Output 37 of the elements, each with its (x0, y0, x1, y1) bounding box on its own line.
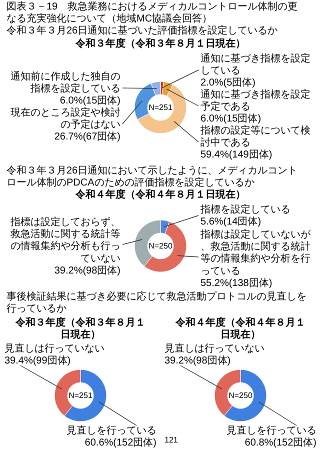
data-label: 5.6%(14団体) (200, 216, 262, 228)
text: N=250 (148, 242, 173, 250)
text: N=251 (68, 391, 93, 400)
data-label: 26.7%(67団体) (54, 130, 121, 143)
data-label: 39.4%(99団体) (4, 354, 71, 367)
slice-label: 通知前に作成した独自の指標を設定している (10, 70, 120, 95)
slice-label: 現在のところ設定や検討の予定はない (10, 106, 120, 131)
data-label: 39.2%(98団体) (54, 264, 121, 276)
data-label: 6.0%(15団体) (200, 112, 262, 125)
chart-title: 令和３年度（令和３年８月１日現在） (14, 316, 146, 341)
slice-label: 通知に基づき指標を設定している (200, 52, 310, 77)
text: N=250 (228, 391, 253, 400)
chart-title: 令和４年度（令和４年８月１日現在） (74, 188, 246, 200)
slice-label: 見直しを行っている (66, 424, 156, 436)
slice-label: 見直しを行っている (226, 424, 316, 436)
text: N=251 (148, 103, 173, 112)
data-label: 2.0%(5団体) (200, 76, 256, 89)
data-label: 60.6%(152団体) (84, 436, 157, 449)
slice-label: 見直しは行っていない (164, 342, 264, 354)
slice-label: 指標を設定している (200, 204, 290, 216)
chart-subtitle: 事後検証結果に基づき必要に応じて救急活動プロトコルの見直しを行っているか (6, 290, 306, 315)
slice-label: 見直しは行っていない (4, 342, 104, 354)
data-label: 59.4%(149団体) (200, 148, 272, 161)
text: 121 (164, 436, 178, 444)
slice-label: 指標は設定していないが、救急活動に関する統計等の情報集約や分析を行っている (200, 228, 312, 277)
text: 図表３－19 救急業務におけるメディカルコントロール体制の更なる充実強化について（地域MC協議会回答） (6, 0, 298, 25)
data-label: 6.0%(15団体) (60, 94, 120, 107)
data-label: 39.2%(98団体) (164, 354, 231, 367)
slice-label: 指標の設定等について検討中である (200, 124, 310, 149)
slice-label: 指標は設定しておらず、救急活動に関する統計等の情報集約や分析も行っていない (10, 216, 120, 264)
chart-title: 令和４年度（令和４年８月１日現在） (174, 316, 306, 341)
data-label: 55.2%(138団体) (200, 276, 272, 289)
chart-title: 令和３年度（令和３年８月１日現在） (74, 38, 246, 50)
chart-subtitle: 令和３年３月26日通知に基づいた評価指標を設定しているか (6, 24, 278, 36)
chart-subtitle: 令和３年３月26日通知において示したように、メディカルコントロール体制のPDCAのための評価指標を設定しているか (6, 164, 298, 189)
slice-label: 通知に基づき指標を設定予定である (200, 88, 310, 113)
data-label: 60.8%(152団体) (244, 436, 317, 449)
